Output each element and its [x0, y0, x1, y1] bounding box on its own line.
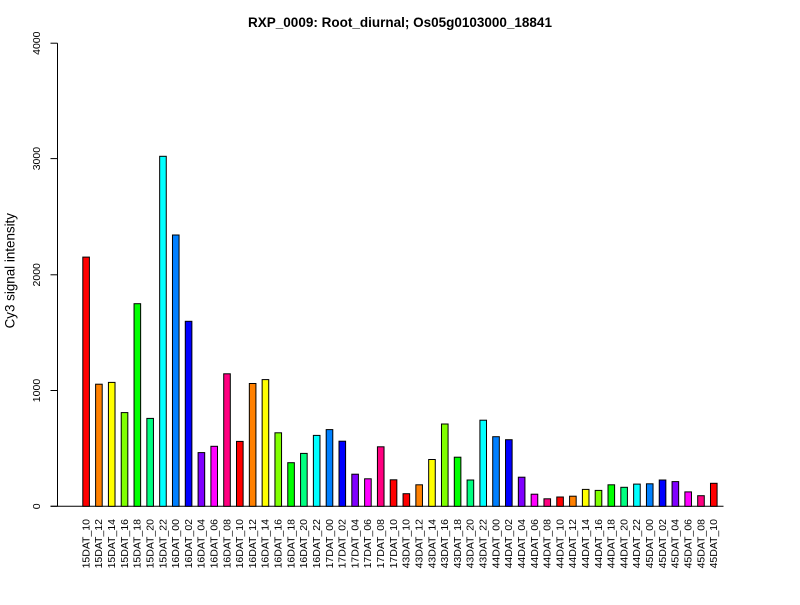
svg-text:44DAT_00: 44DAT_00: [490, 519, 502, 569]
svg-text:Cy3 signal intensity: Cy3 signal intensity: [3, 213, 18, 329]
svg-text:15DAT_10: 15DAT_10: [80, 519, 92, 569]
svg-text:15DAT_20: 15DAT_20: [144, 519, 156, 569]
svg-text:15DAT_12: 15DAT_12: [93, 519, 105, 569]
svg-text:17DAT_02: 17DAT_02: [337, 519, 349, 569]
svg-text:16DAT_04: 16DAT_04: [196, 519, 208, 569]
svg-text:16DAT_22: 16DAT_22: [311, 519, 323, 569]
svg-text:16DAT_12: 16DAT_12: [247, 519, 259, 569]
svg-text:44DAT_06: 44DAT_06: [529, 519, 541, 569]
svg-text:16DAT_18: 16DAT_18: [285, 519, 297, 569]
svg-text:43DAT_18: 43DAT_18: [452, 519, 464, 569]
svg-text:16DAT_02: 16DAT_02: [183, 519, 195, 569]
svg-text:43DAT_10: 43DAT_10: [401, 519, 413, 569]
svg-text:17DAT_06: 17DAT_06: [362, 519, 374, 569]
svg-text:16DAT_16: 16DAT_16: [273, 519, 285, 569]
svg-text:16DAT_20: 16DAT_20: [298, 519, 310, 569]
svg-text:16DAT_10: 16DAT_10: [234, 519, 246, 569]
svg-text:44DAT_20: 44DAT_20: [618, 519, 630, 569]
svg-text:4000: 4000: [31, 31, 43, 55]
svg-text:15DAT_14: 15DAT_14: [106, 519, 118, 569]
svg-text:44DAT_04: 44DAT_04: [516, 519, 528, 569]
svg-text:44DAT_18: 44DAT_18: [606, 519, 618, 569]
svg-text:43DAT_12: 43DAT_12: [413, 519, 425, 569]
svg-text:43DAT_14: 43DAT_14: [426, 519, 438, 569]
svg-text:44DAT_14: 44DAT_14: [580, 519, 592, 569]
svg-text:44DAT_16: 44DAT_16: [593, 519, 605, 569]
svg-text:15DAT_22: 15DAT_22: [157, 519, 169, 569]
svg-text:RXP_0009: Root_diurnal; Os05g0: RXP_0009: Root_diurnal; Os05g0103000_188…: [248, 15, 552, 30]
svg-text:44DAT_22: 44DAT_22: [631, 519, 643, 569]
svg-text:45DAT_08: 45DAT_08: [695, 519, 707, 569]
svg-text:16DAT_08: 16DAT_08: [221, 519, 233, 569]
svg-text:1000: 1000: [31, 379, 43, 403]
svg-text:17DAT_08: 17DAT_08: [375, 519, 387, 569]
svg-text:44DAT_08: 44DAT_08: [542, 519, 554, 569]
svg-text:15DAT_18: 15DAT_18: [132, 519, 144, 569]
svg-text:43DAT_22: 43DAT_22: [478, 519, 490, 569]
svg-text:15DAT_16: 15DAT_16: [119, 519, 131, 569]
svg-text:3000: 3000: [31, 147, 43, 171]
svg-text:45DAT_06: 45DAT_06: [682, 519, 694, 569]
svg-text:16DAT_00: 16DAT_00: [170, 519, 182, 569]
svg-text:45DAT_04: 45DAT_04: [670, 519, 682, 569]
svg-text:17DAT_00: 17DAT_00: [324, 519, 336, 569]
svg-text:2000: 2000: [31, 263, 43, 287]
svg-text:44DAT_10: 44DAT_10: [554, 519, 566, 569]
svg-text:45DAT_10: 45DAT_10: [708, 519, 720, 569]
svg-text:45DAT_02: 45DAT_02: [657, 519, 669, 569]
svg-text:44DAT_12: 44DAT_12: [567, 519, 579, 569]
svg-text:43DAT_20: 43DAT_20: [465, 519, 477, 569]
svg-text:44DAT_02: 44DAT_02: [503, 519, 515, 569]
svg-text:45DAT_00: 45DAT_00: [644, 519, 656, 569]
svg-text:16DAT_14: 16DAT_14: [260, 519, 272, 569]
svg-text:16DAT_06: 16DAT_06: [209, 519, 221, 569]
svg-text:0: 0: [31, 503, 43, 509]
svg-text:17DAT_04: 17DAT_04: [349, 519, 361, 569]
svg-text:17DAT_10: 17DAT_10: [388, 519, 400, 569]
svg-text:43DAT_16: 43DAT_16: [439, 519, 451, 569]
